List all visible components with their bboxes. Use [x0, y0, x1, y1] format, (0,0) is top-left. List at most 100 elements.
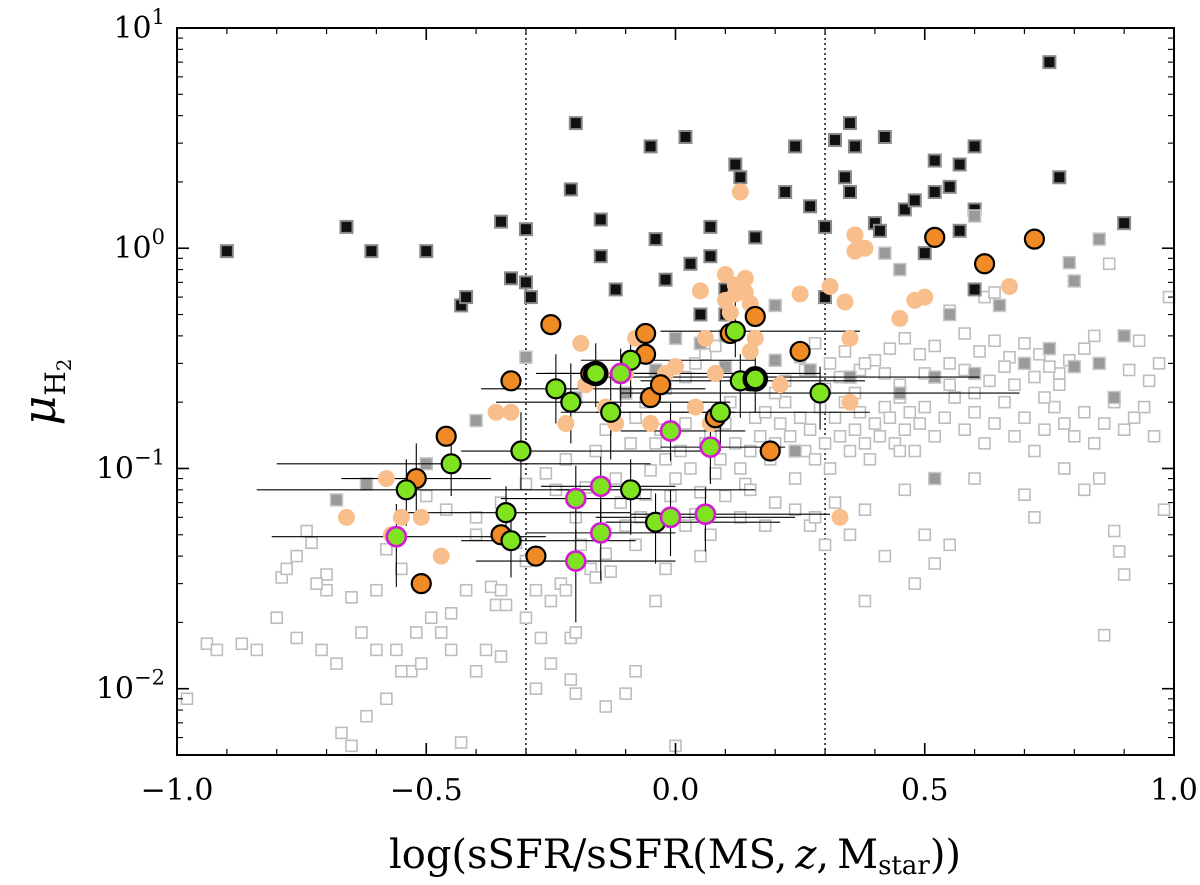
gray-square-point: [329, 493, 344, 507]
open-square-point: [1028, 511, 1041, 524]
emphasized-point: [582, 360, 609, 387]
open-square-point: [1157, 503, 1171, 516]
tick-labels: −1.0 −0.5 0.0 0.5 1.0 10−2 10−1 100 101: [96, 5, 1198, 808]
dark-square-point: [593, 249, 608, 264]
open-square-point: [828, 411, 842, 425]
open-square-point: [988, 334, 1001, 348]
open-square-point: [928, 557, 942, 570]
open-square-point: [569, 687, 583, 700]
gray-square-point: [1017, 356, 1032, 371]
y-tick-label: 100: [113, 225, 165, 266]
gray-square-point: [1092, 232, 1106, 246]
open-square-point: [709, 339, 722, 353]
dark-square-point: [837, 170, 852, 185]
dark-square-point: [842, 185, 857, 200]
open-square-point: [559, 583, 573, 597]
gray-square-point: [1107, 390, 1121, 405]
dark-square-point: [459, 290, 474, 305]
light-orange-point: [846, 226, 864, 244]
open-square-point: [893, 444, 907, 458]
light-orange-point: [736, 269, 754, 287]
gray-square-point: [803, 363, 817, 377]
open-square-point: [843, 444, 857, 458]
gray-square-point: [1062, 255, 1077, 270]
light-orange-point: [821, 278, 839, 296]
open-square-point: [310, 577, 323, 590]
open-square-point: [978, 437, 991, 450]
open-square-point: [823, 462, 837, 475]
open-square-point: [908, 444, 922, 458]
open-square-point: [439, 503, 453, 516]
x-tick-label: 1.0: [1150, 773, 1198, 808]
light-orange-point: [836, 293, 854, 311]
green-point: [500, 530, 522, 552]
dark-square-point: [608, 282, 623, 297]
open-square-point: [714, 453, 727, 466]
open-square-point: [360, 709, 373, 723]
open-square-point: [619, 687, 632, 700]
dark-square-point: [842, 116, 857, 131]
open-square-point: [564, 673, 578, 686]
open-square-point: [943, 357, 956, 370]
open-square-point: [913, 417, 927, 430]
open-square-point: [918, 400, 932, 414]
open-square-point: [948, 391, 961, 404]
open-square-point: [534, 631, 548, 645]
green-point: [560, 391, 582, 413]
open-square-point: [1018, 488, 1031, 502]
open-square-point: [409, 626, 423, 639]
y-axis-label: μH2: [12, 358, 76, 425]
open-square-point: [958, 423, 971, 436]
open-square-point: [300, 524, 313, 538]
dark-square-point: [828, 133, 843, 148]
green-magenta-point: [609, 362, 632, 385]
open-square-point: [659, 453, 672, 466]
open-square-point: [788, 472, 802, 485]
open-square-point: [355, 626, 368, 639]
open-square-point: [335, 726, 348, 740]
light-orange-point: [916, 288, 934, 306]
dark-square-point: [503, 271, 518, 286]
open-square-point: [898, 423, 912, 436]
dark-square-point: [818, 219, 833, 234]
open-square-point: [783, 429, 797, 443]
open-square-point: [709, 467, 722, 480]
open-square-point: [1028, 444, 1041, 458]
open-square-point: [938, 411, 951, 425]
open-square-point: [903, 405, 917, 419]
gray-square-point: [768, 298, 782, 313]
open-square-point: [559, 453, 573, 466]
light-orange-point: [572, 334, 590, 352]
dark-square-point: [1117, 216, 1132, 231]
open-square-point: [1058, 462, 1071, 475]
light-orange-point: [721, 304, 739, 322]
open-square-point: [629, 664, 642, 678]
open-square-point: [1112, 545, 1126, 558]
open-square-point: [753, 429, 767, 443]
open-square-point: [808, 337, 822, 350]
orange-point: [1023, 228, 1046, 250]
open-square-point: [250, 643, 264, 657]
dark-square-point: [927, 185, 942, 200]
x-tick-label: 0.5: [901, 773, 949, 808]
orange-point: [759, 440, 781, 462]
dark-square-point: [748, 230, 763, 245]
orange-point: [634, 322, 657, 345]
open-square-point: [629, 411, 642, 425]
light-orange-point: [731, 183, 749, 201]
open-square-point: [1087, 329, 1101, 343]
light-orange-point: [841, 329, 859, 347]
dark-square-point: [364, 244, 379, 259]
light-orange-point: [791, 285, 809, 303]
x-tick-label: 0.0: [652, 773, 700, 808]
open-square-point: [494, 650, 508, 663]
y-tick-label: 101: [113, 5, 165, 46]
open-square-point: [838, 345, 852, 358]
open-square-point: [390, 643, 403, 657]
open-square-point: [1077, 342, 1091, 355]
orange-point: [973, 253, 996, 275]
open-square-point: [469, 528, 483, 542]
open-square-point: [1038, 391, 1051, 404]
orange-point: [540, 314, 562, 336]
